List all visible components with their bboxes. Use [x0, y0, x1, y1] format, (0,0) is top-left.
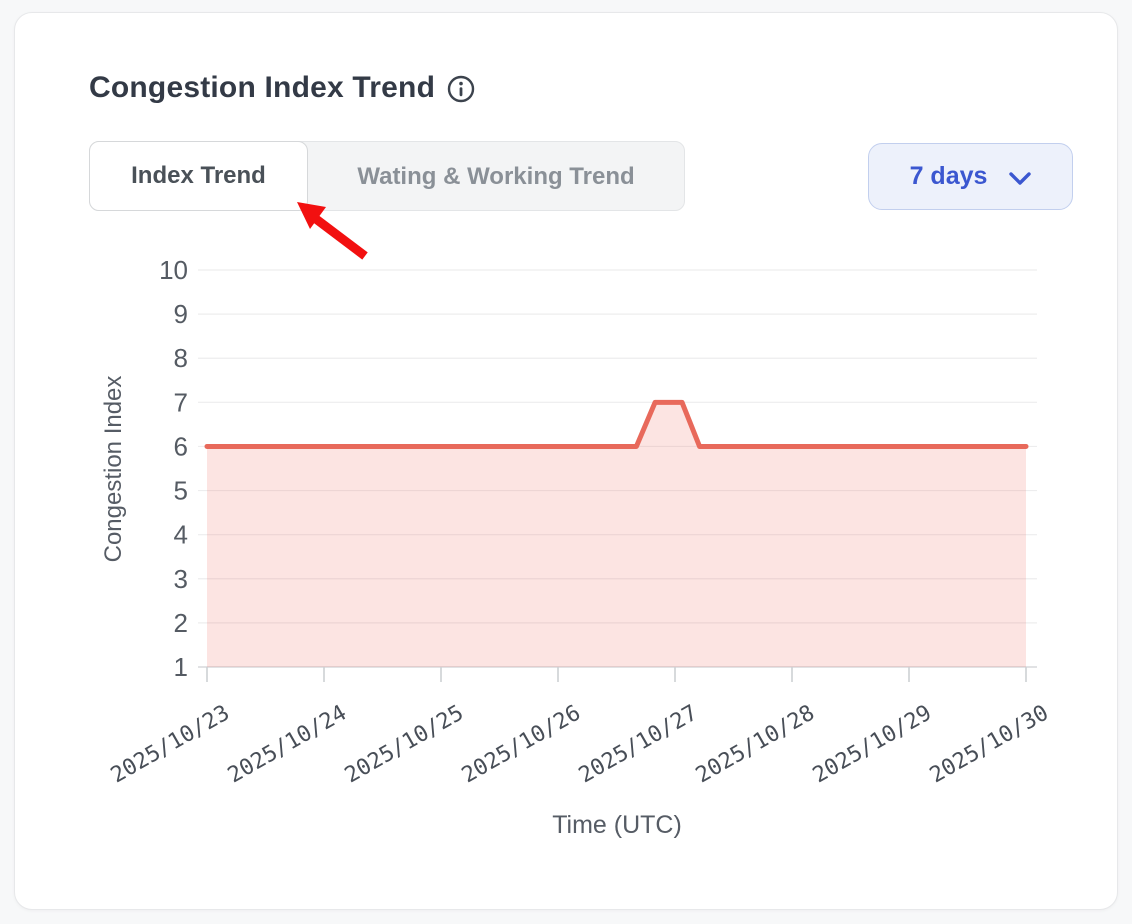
red-arrow-annotation — [297, 202, 368, 260]
svg-text:9: 9 — [174, 299, 188, 329]
series-area-fill — [207, 402, 1026, 667]
time-range-dropdown[interactable]: 7 days — [868, 143, 1073, 210]
svg-text:2025/10/29: 2025/10/29 — [809, 701, 936, 789]
svg-text:2025/10/23: 2025/10/23 — [107, 701, 234, 789]
tab-index-trend[interactable]: Index Trend — [89, 141, 308, 211]
chevron-down-icon — [1009, 171, 1032, 185]
info-circle-icon[interactable] — [447, 75, 475, 103]
tab-index-trend-label: Index Trend — [131, 162, 266, 189]
series-line — [204, 399, 1029, 449]
svg-text:1: 1 — [174, 652, 188, 682]
x-axis-title: Time (UTC) — [552, 811, 682, 839]
y-axis-tick-labels: 1 2 3 4 5 6 7 8 9 10 — [159, 255, 188, 682]
svg-text:2025/10/28: 2025/10/28 — [692, 701, 819, 789]
svg-text:2: 2 — [174, 608, 188, 638]
svg-text:3: 3 — [174, 564, 188, 594]
svg-text:8: 8 — [174, 343, 188, 373]
svg-text:2025/10/24: 2025/10/24 — [224, 701, 351, 789]
svg-text:4: 4 — [174, 520, 188, 550]
svg-text:2025/10/25: 2025/10/25 — [341, 701, 468, 789]
svg-text:2025/10/26: 2025/10/26 — [458, 701, 585, 789]
time-range-value: 7 days — [909, 162, 988, 190]
x-axis-ticks — [206, 667, 1027, 682]
svg-text:6: 6 — [174, 431, 188, 461]
svg-text:2025/10/30: 2025/10/30 — [926, 701, 1053, 789]
x-axis-tick-labels: 2025/10/232025/10/242025/10/252025/10/26… — [107, 701, 1053, 789]
svg-text:7: 7 — [174, 387, 188, 417]
svg-text:5: 5 — [174, 476, 188, 506]
chart-card: Congestion Index Trend Index Trend Watin… — [14, 12, 1118, 910]
card-header: Congestion Index Trend — [89, 71, 475, 105]
tab-waiting-working-trend[interactable]: Wating & Working Trend — [308, 142, 684, 212]
svg-text:10: 10 — [159, 255, 188, 285]
trend-tab-group: Index Trend Wating & Working Trend — [89, 141, 685, 211]
page-title: Congestion Index Trend — [89, 71, 436, 104]
y-axis-title: Congestion Index — [100, 376, 127, 563]
svg-text:2025/10/27: 2025/10/27 — [575, 701, 702, 789]
tab-waiting-working-trend-label: Wating & Working Trend — [357, 163, 635, 190]
